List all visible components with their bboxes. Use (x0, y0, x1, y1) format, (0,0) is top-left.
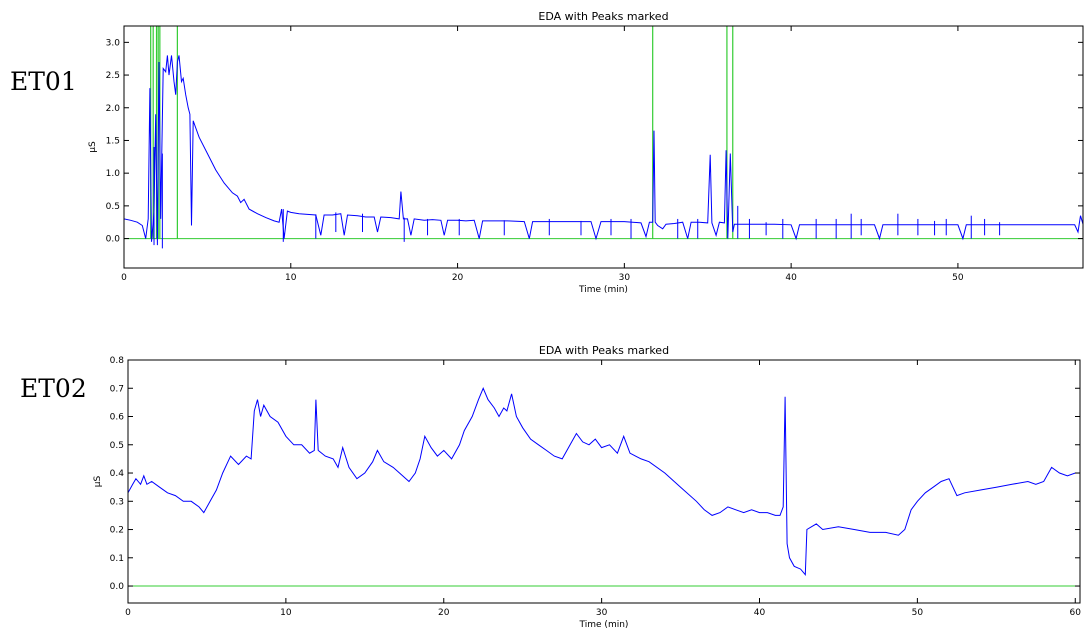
y-tick-label: 0.2 (110, 526, 124, 536)
x-tick-label: 0 (121, 273, 127, 283)
x-tick-label: 0 (125, 608, 131, 618)
chart-panel-1: ET01 EDA with Peaks marked 0 10 20 30 40 50 0.0 0… (10, 10, 1084, 295)
x-tick-label: 10 (280, 608, 292, 618)
eda-series-line (128, 387, 1080, 577)
y-tick-label: 0.8 (110, 356, 125, 366)
y-tick-label: 3.0 (106, 38, 121, 48)
chart-title: EDA with Peaks marked (539, 344, 669, 357)
y-tick-label: 1.0 (106, 169, 121, 179)
plot-area (128, 387, 1080, 587)
y-axis-label: μS (93, 476, 103, 488)
y-tick-label: 0.0 (106, 235, 121, 245)
x-tick-label: 40 (754, 608, 766, 618)
x-tick-label: 30 (619, 273, 631, 283)
y-tick-label: 2.5 (106, 71, 120, 81)
chart-panel-2: ET02 EDA with Peaks marked 0 10 20 30 40 50 60 0.… (20, 344, 1081, 630)
plot-frame (123, 25, 1084, 269)
y-axis-label: μS (88, 141, 98, 153)
y-tick-label: 0.5 (110, 441, 124, 451)
y-tick-label: 0.6 (110, 413, 125, 423)
x-tick-label: 20 (452, 273, 464, 283)
x-tick-label: 30 (596, 608, 608, 618)
y-tick-label: 0.1 (110, 554, 124, 564)
plot-frame (127, 359, 1081, 604)
x-tick-label: 20 (438, 608, 450, 618)
x-axis-label: Time (min) (579, 620, 629, 630)
panel-label: ET02 (20, 374, 87, 403)
y-tick-label: 0.3 (110, 497, 124, 507)
y-tick-label: 0.5 (106, 202, 120, 212)
x-tick-label: 50 (912, 608, 924, 618)
panel-label: ET01 (10, 67, 77, 96)
y-tick-label: 2.0 (106, 104, 121, 114)
y-tick-label: 0.0 (110, 582, 125, 592)
chart-title: EDA with Peaks marked (538, 10, 668, 23)
x-tick-label: 10 (285, 273, 297, 283)
y-tick-label: 1.5 (106, 136, 120, 146)
eda-series-line (124, 55, 1083, 246)
x-axis-label: Time (min) (578, 285, 628, 295)
y-tick-label: 0.4 (110, 469, 125, 479)
x-tick-label: 50 (952, 273, 964, 283)
plot-area (124, 26, 1083, 249)
x-tick-label: 60 (1070, 608, 1082, 618)
x-tick-label: 40 (785, 273, 797, 283)
y-tick-label: 0.7 (110, 384, 124, 394)
